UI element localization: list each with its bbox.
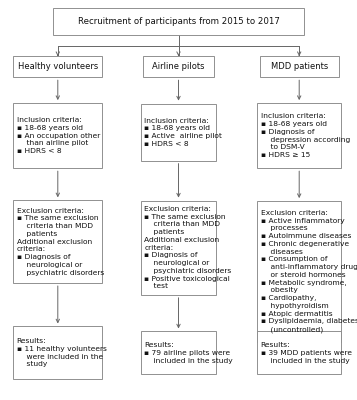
- FancyBboxPatch shape: [13, 103, 102, 168]
- FancyBboxPatch shape: [257, 332, 341, 374]
- Text: Results:
▪ 11 healthy volunteers
    were included in the
    study: Results: ▪ 11 healthy volunteers were in…: [17, 338, 107, 368]
- Text: Exclusion criteria:
▪ The same exclusion
    criteria than MDD
    patients
Addi: Exclusion criteria: ▪ The same exclusion…: [144, 206, 232, 290]
- FancyBboxPatch shape: [52, 8, 305, 36]
- Text: Exclusion criteria:
▪ Active inflammatory
    processes
▪ Autoimmune diseases
▪ : Exclusion criteria: ▪ Active inflammator…: [261, 210, 357, 333]
- FancyBboxPatch shape: [143, 56, 214, 77]
- FancyBboxPatch shape: [141, 332, 216, 374]
- Text: Results:
▪ 79 airline pilots were
    included in the study: Results: ▪ 79 airline pilots were includ…: [144, 342, 233, 364]
- FancyBboxPatch shape: [141, 104, 216, 161]
- Text: Inclusion criteria:
▪ 18-68 years old
▪ Diagnosis of
    depression according
  : Inclusion criteria: ▪ 18-68 years old ▪ …: [261, 113, 350, 158]
- FancyBboxPatch shape: [260, 56, 338, 77]
- FancyBboxPatch shape: [257, 201, 341, 342]
- FancyBboxPatch shape: [13, 200, 102, 283]
- FancyBboxPatch shape: [141, 200, 216, 295]
- FancyBboxPatch shape: [257, 103, 341, 168]
- Text: MDD patients: MDD patients: [271, 62, 328, 71]
- Text: Healthy volunteers: Healthy volunteers: [18, 62, 98, 71]
- FancyBboxPatch shape: [13, 56, 102, 77]
- Text: Exclusion criteria:
▪ The same exclusion
    criteria than MDD
    patients
Addi: Exclusion criteria: ▪ The same exclusion…: [17, 208, 104, 276]
- Text: Airline pilots: Airline pilots: [152, 62, 205, 71]
- Text: Inclusion criteria:
▪ 18-68 years old
▪ An occupation other
    than airline pil: Inclusion criteria: ▪ 18-68 years old ▪ …: [17, 117, 100, 154]
- Text: Recruitment of participants from 2015 to 2017: Recruitment of participants from 2015 to…: [77, 17, 280, 26]
- Text: Results:
▪ 39 MDD patients were
    included in the study: Results: ▪ 39 MDD patients were included…: [261, 342, 352, 364]
- FancyBboxPatch shape: [13, 326, 102, 379]
- Text: Inclusion criteria:
▪ 18-68 years old
▪ Active  airline pilot
▪ HDRS < 8: Inclusion criteria: ▪ 18-68 years old ▪ …: [144, 118, 222, 147]
